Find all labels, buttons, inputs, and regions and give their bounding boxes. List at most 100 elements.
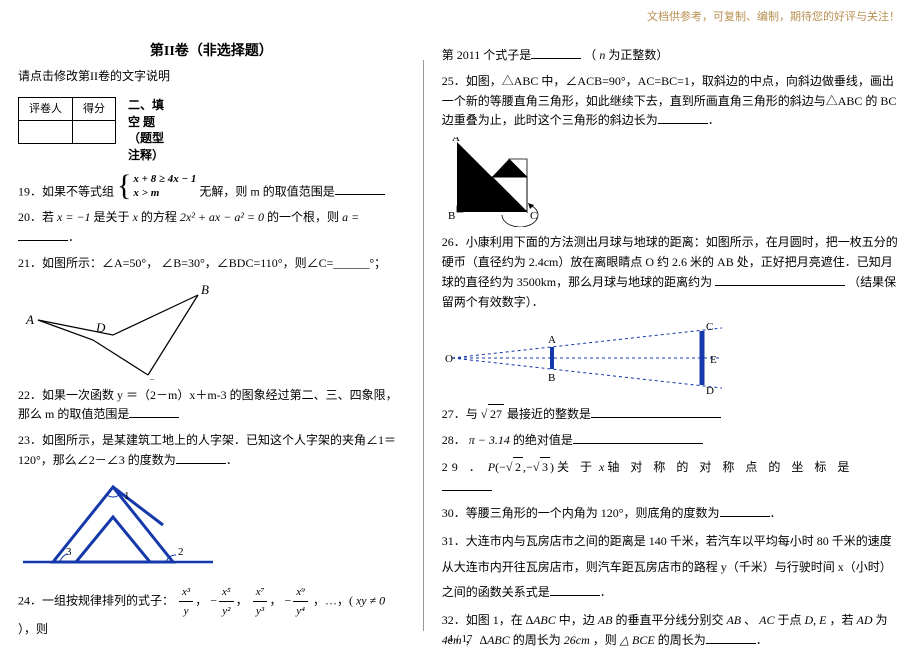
section-title: 第II卷（非选择题） bbox=[18, 40, 405, 63]
q20-eq: 2x² + ax − a² = 0 bbox=[180, 210, 264, 224]
q31-a: 31．大连市内与瓦房店市之间的距离是 140 千米，若汽车以平均每小时 80 千… bbox=[442, 534, 892, 598]
q32-f: ，若 bbox=[830, 613, 854, 627]
t2d: y² bbox=[219, 602, 234, 620]
q29-a: 29 ． bbox=[442, 460, 485, 474]
q29-s2: 3 bbox=[540, 457, 550, 478]
q24-cont: 第 2011 个式子是 （ n 为正整数） bbox=[442, 46, 902, 66]
t2: 空 题 bbox=[128, 114, 164, 131]
q32-a: 32．如图 1，在 bbox=[442, 613, 523, 627]
q30-end: ． bbox=[770, 506, 782, 520]
svg-text:3: 3 bbox=[66, 546, 72, 558]
q27-a: 27．与 bbox=[442, 407, 478, 421]
q26: 26．小康利用下面的方法测出月球与地球的距离：如图所示，在月圆时，把一枚五分的硬… bbox=[442, 233, 902, 312]
t1d: y bbox=[179, 602, 193, 620]
q22-text: 22．如果一次函数 y ＝（2－m）x＋m-3 的图象经过第二、三、四象限，那么… bbox=[18, 388, 398, 422]
q32-BCE: △ BCE bbox=[620, 633, 655, 647]
q32-ABC: ∆ABC bbox=[526, 613, 556, 627]
left-column: 第II卷（非选择题） 请点击修改第II卷的文字说明 评卷人得分 二、填 空 题 … bbox=[0, 30, 423, 651]
q32-k: 的周长为 bbox=[658, 633, 706, 647]
th-score: 得分 bbox=[73, 97, 116, 120]
q21-figure: A B C D bbox=[18, 280, 218, 380]
svg-text:A: A bbox=[25, 312, 34, 327]
q29-c: 轴 对 称 的 对 称 点 的 坐 标 是 bbox=[607, 460, 853, 474]
q32-AC: AC bbox=[759, 613, 774, 627]
q25-end: ． bbox=[708, 113, 720, 127]
q29-b: 关 于 bbox=[557, 460, 596, 474]
q30: 30．等腰三角形的一个内角为 120°，则底角的度数为 ． bbox=[442, 504, 902, 524]
q31-b: ． bbox=[600, 585, 612, 599]
svg-text:C: C bbox=[706, 321, 713, 333]
svg-text:O: O bbox=[445, 353, 453, 365]
t3: （题型 bbox=[128, 130, 164, 147]
q19-blank bbox=[335, 183, 385, 195]
q23: 23．如图所示，是某建筑工地上的人字架．已知这个人字架的夹角∠1＝120°，那么… bbox=[18, 431, 405, 471]
q24: 24．一组按规律排列的式子： x³y， −x⁵y²， x⁷y³， −x⁹y⁴ ，… bbox=[18, 583, 405, 640]
q29-s1: 2 bbox=[513, 457, 523, 478]
td-score bbox=[73, 121, 116, 144]
svg-text:B: B bbox=[201, 282, 209, 297]
q32-ABC2: ∆ABC bbox=[480, 633, 510, 647]
t3d: y³ bbox=[253, 602, 268, 620]
q28-b: 的绝对值是 bbox=[513, 433, 573, 447]
q20-x: x = −1 bbox=[57, 210, 91, 224]
q25-figure: A B C bbox=[442, 137, 572, 227]
q28-blank bbox=[573, 432, 703, 444]
q24-c: ），则 bbox=[18, 622, 48, 636]
q23-blank bbox=[176, 452, 226, 464]
q27-blank bbox=[591, 406, 721, 418]
q20-blank bbox=[18, 229, 68, 241]
q24-b: ，…，( bbox=[313, 593, 353, 607]
section-subtitle: 请点击修改第II卷的文字说明 bbox=[18, 67, 405, 87]
q28-a: 28． bbox=[442, 433, 466, 447]
td-grader bbox=[19, 121, 73, 144]
right-column: 第 2011 个式子是 （ n 为正整数） 25．如图，△ABC 中，∠ACB=… bbox=[424, 30, 920, 651]
q24-a: 24．一组按规律排列的式子： bbox=[18, 593, 174, 607]
q30-text: 30．等腰三角形的一个内角为 120°，则底角的度数为 bbox=[442, 506, 720, 520]
q27: 27．与 27 最接近的整数是 bbox=[442, 404, 902, 425]
q29: 29 ． P(−2,−3) 关 于 x 轴 对 称 的 对 称 点 的 坐 标 … bbox=[442, 457, 902, 498]
q19-eq1: x + 8 ≥ 4x − 1 bbox=[133, 172, 196, 186]
svg-text:A: A bbox=[548, 334, 556, 346]
q32-end: ． bbox=[756, 633, 768, 647]
q32-AB2: AB bbox=[726, 613, 741, 627]
q32-e: 于点 bbox=[778, 613, 802, 627]
q19: 19．如果不等式组 { x + 8 ≥ 4x − 1 x > m 无解，则 m … bbox=[18, 172, 405, 202]
q26-blank bbox=[715, 274, 845, 286]
q20: 20．若 x = −1 是关于 x 的方程 2x² + ax − a² = 0 … bbox=[18, 208, 405, 248]
svg-text:D: D bbox=[706, 385, 714, 397]
q24c-blank bbox=[531, 47, 581, 59]
q21: 21．如图所示：∠A=50°， ∠B=30°，∠BDC=110°，则∠C=___… bbox=[18, 254, 405, 274]
q32-i: 的周长为 bbox=[513, 633, 561, 647]
t4n: x⁹ bbox=[293, 583, 308, 602]
t4d: y⁴ bbox=[293, 602, 308, 620]
q20-b: 是关于 bbox=[94, 210, 130, 224]
q32-DE: D, E bbox=[805, 613, 827, 627]
q19-text-a: 19．如果不等式组 bbox=[18, 184, 114, 198]
q27-sqrt: 27 bbox=[488, 404, 504, 425]
q22: 22．如果一次函数 y ＝（2－m）x＋m-3 的图象经过第二、三、四象限，那么… bbox=[18, 386, 405, 426]
svg-text:1: 1 bbox=[124, 490, 130, 502]
svg-text:B: B bbox=[548, 372, 555, 384]
q28-expr: π − 3.14 bbox=[469, 433, 510, 447]
svg-text:A: A bbox=[452, 137, 460, 144]
q25-blank bbox=[658, 112, 708, 124]
t3n: x⁷ bbox=[253, 583, 268, 602]
q20-xvar: x bbox=[133, 210, 138, 224]
q32-c: 的垂直平分线分别交 bbox=[615, 613, 723, 627]
content-columns: 第II卷（非选择题） 请点击修改第II卷的文字说明 评卷人得分 二、填 空 题 … bbox=[0, 0, 920, 651]
header-note: 文档供参考，可复制、编制，期待您的好评与关注！ bbox=[647, 8, 900, 24]
q29-P: P bbox=[488, 460, 495, 474]
q24c-a: 第 2011 个式子是 bbox=[442, 48, 532, 62]
q32: 32．如图 1，在 ∆ABC 中，边 AB 的垂直平分线分别交 AB 、 AC … bbox=[442, 611, 902, 651]
q22-blank bbox=[129, 406, 179, 418]
score-table: 评卷人得分 bbox=[18, 97, 116, 144]
q23-figure: 1 2 3 bbox=[18, 477, 218, 577]
q32-26cm: 26cm bbox=[564, 633, 590, 647]
q20-c: 的方程 bbox=[141, 210, 177, 224]
svg-text:C: C bbox=[146, 376, 155, 380]
q32-AD: AD bbox=[857, 613, 873, 627]
q25: 25．如图，△ABC 中，∠ACB=90°，AC=BC=1，取斜边的中点，向斜边… bbox=[442, 72, 902, 131]
q32-AB: AB bbox=[598, 613, 613, 627]
score-box: 评卷人得分 二、填 空 题 （题型 注释） bbox=[18, 97, 405, 164]
q29-blank bbox=[442, 479, 492, 491]
